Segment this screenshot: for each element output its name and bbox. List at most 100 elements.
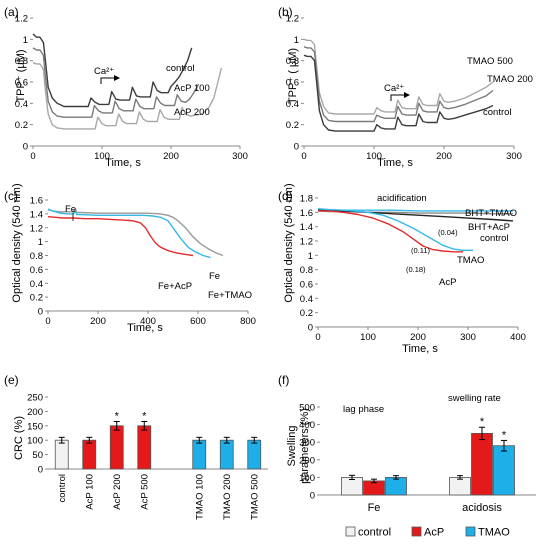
y-tick-label: 1 — [308, 251, 313, 262]
legend-label-2: TMAO — [478, 527, 510, 539]
y-tick-label: 200 — [299, 455, 315, 466]
series-line-0 — [303, 38, 494, 115]
series-line-2 — [32, 62, 223, 130]
panel-d-label-bhttmao: BHT+TMAO — [465, 208, 517, 219]
panel-a-label-acp200: AcP 200 — [174, 107, 210, 118]
x-tick-label: 0 — [301, 151, 306, 162]
panel-f-ylabel-line1: Swelling — [286, 426, 298, 467]
y-tick-label: 0 — [38, 465, 43, 476]
y-tick-label: 100 — [27, 436, 43, 447]
panel-c-label-fe: Fe — [209, 271, 220, 282]
series-line-1 — [32, 47, 200, 118]
y-tick-label: 1 — [23, 35, 28, 46]
panel-f-group-title-rate: swelling rate — [448, 393, 501, 404]
x-tick-label: 100 — [366, 151, 382, 162]
panel-f: (f) Swelling parameters (%) 0 100 200 300 40… — [278, 373, 536, 539]
y-tick-label: 1.6 — [30, 196, 43, 207]
panel-c-xlabel: Time, s — [127, 322, 163, 334]
panel-d: (d) Optical density (540 nm) Time, s 0 10… — [278, 183, 526, 355]
panel-d-label-tmao: TMAO — [457, 255, 484, 266]
y-tick-label: 0 — [294, 142, 299, 153]
panel-d-acidification-label: acidification — [377, 193, 427, 204]
y-tick-label: 1.2 — [300, 237, 313, 248]
x-tick-label: 0 — [315, 332, 320, 343]
y-tick-label: 1.2 — [30, 223, 43, 234]
y-tick-label: 0.2 — [30, 293, 43, 304]
panel-a: (a) TPP⁺ (μM) Time, s 0 100 200 30000.20.40… — [4, 5, 248, 169]
y-tick-label: 0.2 — [286, 120, 299, 131]
y-tick-label: 500 — [299, 403, 315, 414]
y-tick-label: 0 — [38, 307, 43, 318]
bar-7 — [247, 439, 262, 470]
series-line-2 — [47, 208, 211, 259]
bar-5 — [192, 439, 207, 470]
category-label-3: AcP 500 — [139, 474, 150, 510]
bar-1-1 — [471, 432, 493, 496]
panel-d-xlabel: Time, s — [402, 343, 438, 355]
panel-b-letter: (b) — [278, 5, 293, 19]
y-tick-label: 1.2 — [286, 14, 299, 25]
significance-star-2: * — [115, 410, 120, 422]
x-tick-label: 400 — [510, 332, 526, 343]
legend-label-0: control — [358, 527, 391, 539]
x-tick-label: 600 — [190, 316, 206, 327]
panel-c: (c) Optical density (540 nm) Time, s 0 20… — [4, 183, 256, 334]
series-line-2 — [303, 54, 494, 132]
panel-c-label-fetmao: Fe+TMAO — [208, 290, 252, 301]
y-tick-label: 150 — [27, 421, 43, 432]
x-tick-label: 300 — [460, 332, 476, 343]
series-line-3 — [317, 208, 473, 251]
x-tick-label: 200 — [90, 316, 106, 327]
y-tick-label: 1 — [294, 35, 299, 46]
y-tick-label: 300 — [299, 438, 315, 449]
y-tick-label: 0.8 — [286, 56, 299, 67]
y-tick-label: 0 — [310, 491, 315, 502]
panel-e: (e) CRC (%) 0 50 100 150 200 250 control AcP 10… — [4, 373, 268, 520]
series-line-0 — [47, 208, 224, 257]
panel-a-ca-arrowhead — [114, 75, 120, 81]
y-tick-label: 400 — [299, 420, 315, 431]
category-label-7: TMAO 500 — [249, 474, 260, 520]
panel-c-letter: (c) — [4, 189, 18, 203]
panel-b-label-control: control — [483, 107, 512, 118]
x-tick-label: 300 — [232, 151, 248, 162]
panel-d-label-bhtacp: BHT+AcP — [468, 222, 510, 233]
panel-b-ca-arrow — [390, 94, 404, 101]
legend-swatch-1 — [411, 526, 422, 537]
legend-swatch-2 — [465, 526, 476, 537]
panel-e-ylabel: CRC (%) — [13, 416, 25, 460]
y-tick-label: 0.4 — [30, 279, 43, 290]
y-tick-label: 0.2 — [300, 308, 313, 319]
y-tick-label: 0.6 — [286, 78, 299, 89]
y-tick-label: 200 — [27, 407, 43, 418]
significance-star-1-2: * — [502, 429, 507, 441]
x-tick-label: 0 — [30, 151, 35, 162]
legend-label-1: AcP — [424, 527, 444, 539]
panel-c-axes: 0 200 400 600 800 0 0.2 0.4 0.6 0.8 1 1.2 1.4 1.6 — [30, 196, 256, 328]
panel-d-rate-2: (0.11) — [411, 246, 431, 255]
category-label-1: AcP 100 — [84, 474, 95, 510]
series-line-1 — [303, 46, 494, 123]
y-tick-label: 0.6 — [15, 78, 28, 89]
y-tick-label: 0.4 — [300, 294, 313, 305]
y-tick-label: 0.6 — [30, 265, 43, 276]
y-tick-label: 0.2 — [15, 120, 28, 131]
bar-0 — [54, 439, 69, 470]
panel-b-ca-arrowhead — [404, 92, 410, 98]
x-tick-label: 0 — [45, 316, 50, 327]
bar-1-0 — [449, 476, 471, 496]
panel-d-ylabel: Optical density (540 nm) — [283, 183, 295, 302]
category-label-2: AcP 200 — [112, 474, 123, 510]
panel-b-ca-label: Ca²⁺ — [384, 83, 404, 94]
panel-d-label-control: control — [480, 233, 509, 244]
x-tick-label: 400 — [140, 316, 156, 327]
bar-1 — [82, 439, 97, 470]
y-tick-label: 100 — [299, 473, 315, 484]
y-tick-label: 0.8 — [30, 251, 43, 262]
x-tick-label: 100 — [94, 151, 110, 162]
bar-0-2 — [385, 476, 407, 496]
y-tick-label: 0.8 — [300, 265, 313, 276]
panel-e-axes: 0 50 100 150 200 250 control AcP 100 * AcP 200 * Ac… — [27, 393, 268, 520]
panel-d-rate-3: (0.18) — [406, 265, 426, 274]
